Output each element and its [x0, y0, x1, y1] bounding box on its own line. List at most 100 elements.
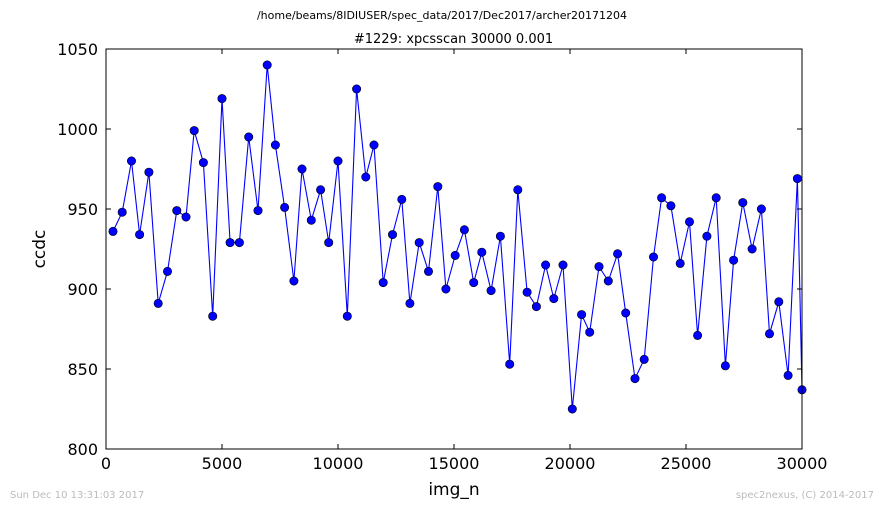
- data-point: [675, 258, 685, 268]
- data-point: [316, 185, 326, 195]
- data-point: [477, 247, 487, 257]
- footer-timestamp: Sun Dec 10 13:31:03 2017: [10, 490, 144, 501]
- data-point: [630, 374, 640, 384]
- data-point: [603, 276, 613, 286]
- data-point: [189, 126, 199, 136]
- data-point: [774, 297, 784, 307]
- x-tick-label: 10000: [313, 454, 364, 473]
- data-point: [711, 193, 721, 203]
- x-tick-label: 25000: [661, 454, 712, 473]
- data-point: [738, 198, 748, 208]
- x-tick-label: 5000: [202, 454, 243, 473]
- x-tick-label: 0: [101, 454, 111, 473]
- data-point: [253, 206, 263, 216]
- data-point: [324, 238, 334, 248]
- data-point: [262, 60, 272, 70]
- data-point: [414, 238, 424, 248]
- data-point: [693, 330, 703, 340]
- data-point: [198, 158, 208, 168]
- data-point: [558, 260, 568, 270]
- data-point: [244, 132, 254, 142]
- data-point: [208, 311, 218, 321]
- data-point: [613, 249, 623, 259]
- data-point: [387, 230, 397, 240]
- y-tick-label: 1050: [57, 40, 98, 59]
- data-point: [567, 404, 577, 414]
- data-point: [469, 278, 479, 288]
- data-point: [289, 276, 299, 286]
- data-point: [144, 167, 154, 177]
- data-point: [163, 266, 173, 276]
- data-point: [433, 182, 443, 192]
- data-point: [720, 361, 730, 371]
- x-tick-label: 20000: [545, 454, 596, 473]
- data-point: [764, 329, 774, 339]
- data-point: [333, 156, 343, 166]
- data-point: [450, 250, 460, 260]
- data-point: [369, 140, 379, 150]
- data-point: [783, 370, 793, 380]
- data-point: [280, 202, 290, 212]
- data-point: [342, 311, 352, 321]
- chart-title: #1229: xpcsscan 30000 0.001: [354, 32, 553, 47]
- data-point: [666, 201, 676, 211]
- data-point: [585, 327, 595, 337]
- data-point: [531, 302, 541, 312]
- data-point: [684, 217, 694, 227]
- data-point: [441, 284, 451, 294]
- data-point: [361, 172, 371, 182]
- data-point: [792, 174, 802, 184]
- y-axis: 800 850 900 950 1000 1050: [57, 40, 802, 459]
- data-point: [405, 298, 415, 308]
- data-point: [702, 231, 712, 241]
- data-point: [108, 226, 118, 236]
- data-point: [135, 230, 145, 240]
- data-point: [657, 193, 667, 203]
- data-point: [423, 266, 433, 276]
- y-tick-label: 1000: [57, 120, 98, 139]
- data-point: [549, 294, 559, 304]
- y-tick-label: 850: [67, 360, 98, 379]
- data-point: [217, 94, 227, 104]
- data-point: [486, 286, 496, 296]
- data-point: [522, 287, 532, 297]
- x-axis: 0 5000 10000 15000 20000 25000 30000: [101, 49, 828, 473]
- data-point: [181, 212, 191, 222]
- y-tick-label: 800: [67, 440, 98, 459]
- y-axis-label: ccdc: [30, 230, 50, 269]
- data-point: [495, 231, 505, 241]
- data-point: [577, 310, 587, 320]
- data-point: [541, 260, 551, 270]
- data-point: [297, 164, 307, 174]
- data-point: [234, 238, 244, 248]
- data-point: [594, 262, 604, 272]
- data-point: [756, 204, 766, 214]
- data-point: [729, 255, 739, 265]
- x-axis-label: img_n: [428, 480, 479, 500]
- y-tick-label: 950: [67, 200, 98, 219]
- data-point: [639, 354, 649, 364]
- data-point: [513, 185, 523, 195]
- plot-frame: [105, 48, 803, 450]
- data-point: [648, 252, 658, 262]
- data-point: [225, 238, 235, 248]
- y-tick-label: 900: [67, 280, 98, 299]
- data-point: [153, 298, 163, 308]
- x-tick-label: 15000: [429, 454, 480, 473]
- data-point: [270, 140, 280, 150]
- data-point: [621, 308, 631, 318]
- plot-area: [108, 60, 807, 414]
- data-point: [378, 278, 388, 288]
- data-point: [352, 84, 362, 94]
- data-point: [117, 207, 127, 217]
- x-tick-label: 30000: [777, 454, 828, 473]
- data-point: [397, 194, 407, 204]
- data-point: [127, 156, 137, 166]
- series-line: [112, 64, 803, 410]
- data-point: [459, 225, 469, 235]
- data-point: [505, 359, 515, 369]
- data-point: [747, 244, 757, 254]
- chart-suptitle: /home/beams/8IDIUSER/spec_data/2017/Dec2…: [257, 9, 627, 22]
- data-point: [306, 215, 316, 225]
